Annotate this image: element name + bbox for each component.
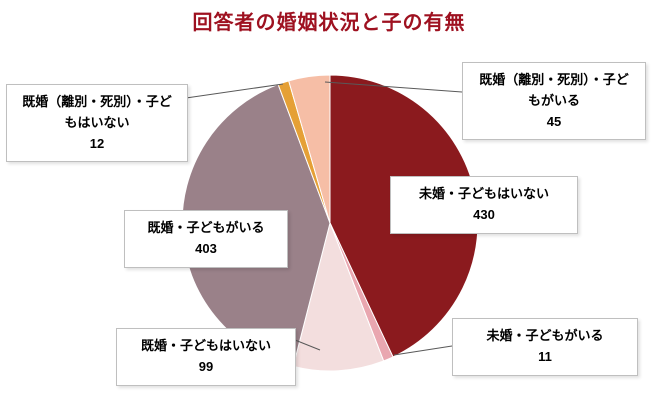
callout-value: 11	[538, 348, 552, 364]
callout-label: 既婚・子どもがいる	[147, 220, 265, 235]
leader-line-married-widowed-no-children	[185, 83, 284, 99]
chart-title: 回答者の婚姻状況と子の有無	[192, 12, 466, 34]
leader-line-unmarried-with-children	[393, 345, 453, 356]
callout-label: 未婚・子どもはいない	[418, 186, 549, 201]
pie-slice-2	[292, 221, 385, 372]
callout-married-no-children: 既婚・子どもはいない 99	[116, 328, 296, 386]
callout-married-with-children: 既婚・子どもがいる 403	[124, 210, 288, 268]
callout-label: 既婚・子どもはいない	[140, 338, 271, 353]
callout-value: 403	[195, 240, 217, 256]
callout-label: 未婚・子どもがいる	[486, 328, 604, 343]
leader-line-married-widowed-with-children	[324, 81, 463, 93]
callout-unmarried-no-children: 未婚・子どもはいない 430	[390, 176, 578, 234]
callout-label: 既婚（離別・死別）・子どもがいる	[479, 72, 629, 108]
callout-value: 430	[473, 206, 495, 222]
callout-value: 99	[198, 358, 214, 374]
callout-married-widowed-no-children: 既婚（離別・死別）・子どもはいない 12	[6, 84, 188, 163]
callout-label: 既婚（離別・死別）・子どもはいない	[22, 94, 172, 130]
callout-value: 45	[546, 113, 562, 129]
callout-married-widowed-with-children: 既婚（離別・死別）・子どもがいる 45	[462, 62, 646, 141]
pie-slice-5	[288, 74, 331, 224]
callout-unmarried-with-children: 未婚・子どもがいる 11	[452, 318, 638, 376]
callout-value: 12	[89, 135, 105, 151]
